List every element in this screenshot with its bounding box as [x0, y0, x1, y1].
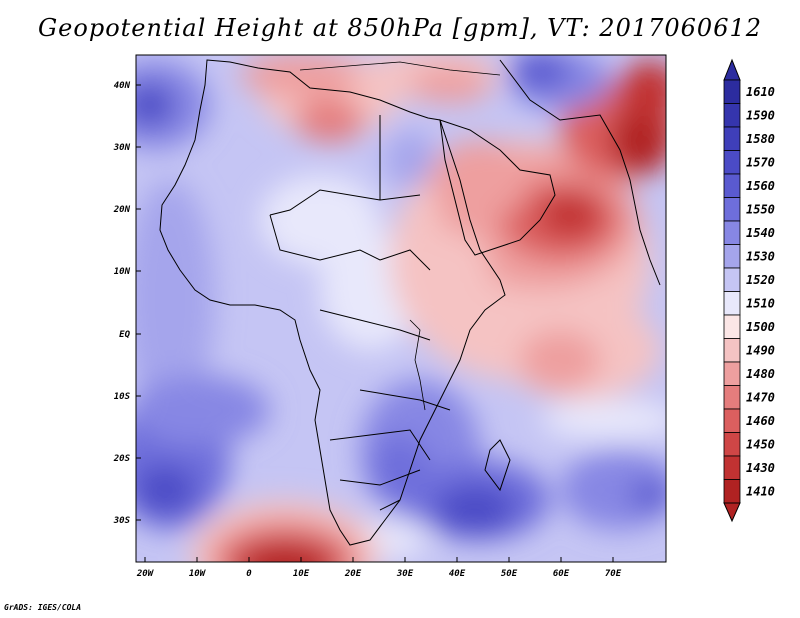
legend-label: 1610 — [746, 85, 775, 99]
legend-swatch — [723, 455, 741, 480]
lat-axis: 40N 30N 20N 10N EQ 10S 20S 30S — [113, 81, 141, 526]
legend-swatch — [723, 150, 741, 175]
legend-swatch — [723, 79, 741, 104]
lat-label-30n: 30N — [113, 143, 131, 153]
legend-swatch — [723, 126, 741, 151]
lon-axis: 20W 10W 0 10E 20E 30E 40E 50E 60E 70E — [136, 557, 622, 579]
lon-label-70e: 70E — [605, 569, 622, 579]
grads-credit: GrADS: IGES/COLA — [4, 603, 82, 612]
legend-label: 1570 — [746, 155, 775, 169]
legend-arrow-bottom — [723, 502, 741, 523]
legend-label: 1410 — [746, 484, 775, 498]
legend-swatch — [723, 244, 741, 269]
legend-label: 1430 — [746, 461, 775, 475]
legend-swatch — [723, 314, 741, 339]
legend-label: 1500 — [746, 320, 775, 334]
lon-label-20w: 20W — [136, 569, 155, 579]
legend-swatch — [723, 267, 741, 292]
lon-label-0: 0 — [246, 569, 252, 579]
chart-title: Geopotential Height at 850hPa [gpm], VT:… — [38, 14, 762, 42]
lat-label-10n: 10N — [114, 267, 131, 277]
legend-swatch — [723, 291, 741, 316]
legend-label: 1460 — [746, 414, 775, 428]
lon-label-20e: 20E — [344, 569, 362, 579]
legend-label: 1580 — [746, 132, 775, 146]
lon-label-50e: 50E — [501, 569, 518, 579]
legend-label: 1480 — [746, 367, 775, 381]
lat-label-eq: EQ — [119, 330, 130, 340]
lon-label-40e: 40E — [449, 569, 466, 579]
lon-label-60e: 60E — [553, 569, 570, 579]
lon-label-10w: 10W — [189, 569, 207, 579]
legend-arrow-top — [723, 58, 741, 81]
coastlines — [159, 59, 661, 546]
legend-label: 1560 — [746, 179, 775, 193]
legend-swatch — [723, 479, 741, 504]
legend-label: 1550 — [746, 202, 775, 216]
legend-label: 1540 — [746, 226, 775, 240]
legend-swatch — [723, 408, 741, 433]
lat-label-40n: 40N — [114, 81, 131, 91]
legend-swatch — [723, 173, 741, 198]
legend-swatch — [723, 103, 741, 128]
legend-swatch — [723, 361, 741, 386]
legend-label: 1530 — [746, 249, 775, 263]
lon-label-10e: 10E — [293, 569, 310, 579]
legend-label: 1450 — [746, 437, 775, 451]
legend-label: 1590 — [746, 108, 775, 122]
legend-label: 1510 — [746, 296, 775, 310]
lat-label-20s: 20S — [113, 454, 131, 464]
color-legend: 1610 1590 1580 1570 1560 1550 1540 1530 1520 1510… — [723, 58, 775, 523]
legend-label: 1520 — [746, 273, 775, 287]
lat-label-10s: 10S — [114, 392, 131, 402]
legend-swatch — [723, 432, 741, 457]
lon-label-30e: 30E — [396, 569, 414, 579]
lat-label-20n: 20N — [113, 205, 131, 215]
legend-swatch — [723, 385, 741, 410]
height-field — [136, 55, 666, 562]
legend-swatch — [723, 338, 741, 363]
legend-swatch — [723, 197, 741, 222]
plot-frame — [135, 54, 667, 563]
lat-label-30s: 30S — [113, 516, 131, 526]
legend-label: 1490 — [746, 343, 775, 357]
legend-swatch — [723, 220, 741, 245]
legend-label: 1470 — [746, 390, 775, 404]
